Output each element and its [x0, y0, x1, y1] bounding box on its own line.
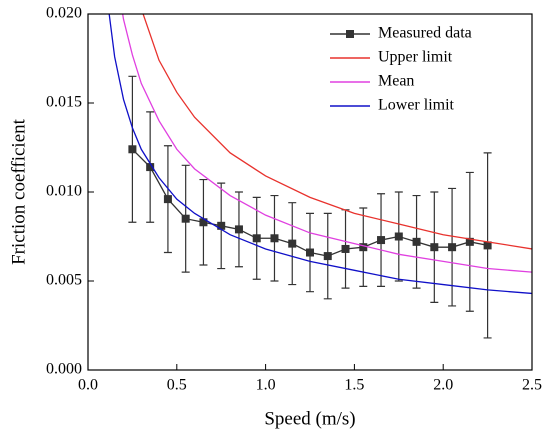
data-point: [306, 248, 314, 257]
data-point: [146, 163, 155, 172]
legend-label: Measured data: [378, 25, 472, 42]
data-point: [483, 241, 492, 250]
data-point: [199, 218, 208, 227]
y-tick-label: 0.015: [46, 94, 82, 111]
y-axis-label: Friction coefficient: [8, 118, 29, 265]
y-tick-label: 0.010: [46, 183, 82, 200]
x-tick-label: 1.0: [256, 377, 276, 394]
legend-marker: [346, 30, 354, 38]
x-tick-label: 0.5: [167, 377, 187, 394]
data-point: [163, 195, 172, 204]
y-tick-label: 0.000: [46, 361, 82, 378]
legend-label: Upper limit: [378, 49, 453, 66]
data-point: [288, 239, 297, 248]
series-line: [142, 14, 532, 250]
legend-label: Lower limit: [378, 97, 455, 114]
series-line: [108, 14, 532, 295]
x-tick-label: 2.0: [433, 377, 453, 394]
data-point: [128, 145, 137, 154]
data-point: [430, 243, 439, 252]
plot-frame: [87, 13, 533, 371]
series-line: [122, 14, 532, 273]
x-axis-label: Speed (m/s): [264, 408, 355, 429]
data-point: [341, 244, 350, 253]
y-tick-label: 0.005: [46, 272, 82, 289]
x-tick-label: 0.0: [78, 377, 98, 394]
data-point: [359, 243, 368, 252]
y-tick-label: 0.020: [46, 5, 82, 22]
legend-label: Mean: [378, 73, 414, 90]
data-point: [181, 214, 190, 223]
data-point: [448, 243, 457, 252]
data-point: [377, 236, 386, 245]
data-point: [217, 221, 226, 230]
data-point: [394, 232, 403, 241]
plot-area: [108, 14, 532, 339]
data-point: [465, 237, 474, 246]
x-tick-label: 1.5: [344, 377, 364, 394]
data-point: [412, 237, 421, 246]
x-tick-label: 2.5: [522, 377, 542, 394]
data-point: [270, 234, 279, 243]
data-point: [234, 225, 243, 234]
data-point: [323, 252, 332, 261]
data-point: [252, 234, 261, 243]
